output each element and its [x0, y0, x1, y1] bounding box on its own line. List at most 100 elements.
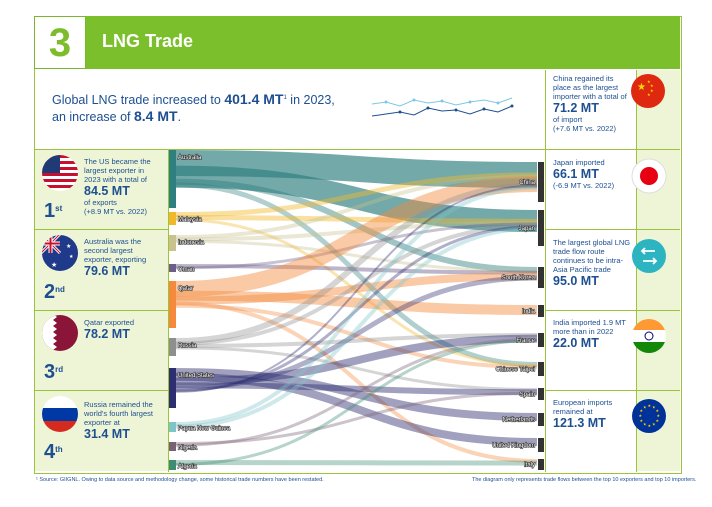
exporter-node-indonesia	[169, 235, 176, 251]
importer-node-chinese-taipei	[538, 362, 544, 376]
card-value: 66.1 MT	[553, 167, 599, 181]
importer-node-netherlands	[538, 413, 544, 426]
importer-label: Italy	[524, 463, 535, 469]
divider	[35, 390, 168, 391]
rank-4: 4th	[44, 441, 63, 464]
exporter-label: Indonesia	[178, 240, 205, 246]
importer-label: Chinese Taipei	[496, 367, 535, 373]
svg-text:★: ★	[648, 403, 652, 408]
importer-card-japan: Japan imported 66.1 MT (-6.9 MT vs. 2022…	[553, 158, 633, 190]
flow-oman-to-japan	[175, 222, 538, 270]
flow-malaysia-to-chinese-taipei	[175, 218, 538, 367]
flow-russia-to-spain	[175, 346, 538, 391]
summary-line1-pre: Global LNG trade increased to	[52, 93, 225, 108]
flow-russia-to-china	[175, 182, 538, 344]
footnote-source: ¹ Source: GIIGNL. Owing to data source a…	[36, 477, 324, 483]
divider	[168, 150, 169, 472]
flow-united-states-to-china	[175, 184, 538, 393]
svg-text:★: ★	[647, 92, 651, 97]
summary-line1-post: in 2023,	[286, 93, 335, 108]
importer-label: France	[516, 338, 535, 344]
flow-indonesia-to-china	[175, 174, 538, 239]
card-text: European imports remained at	[553, 398, 613, 416]
card-value: 78.2 MT	[84, 327, 130, 341]
footnote-diagram: The diagram only represents trade flows …	[472, 477, 697, 483]
china-flag-icon: ★ ★★ ★★	[631, 74, 665, 108]
importer-node-united-kingdom	[538, 438, 544, 452]
svg-text:★: ★	[640, 408, 644, 413]
flow-malaysia-to-china	[175, 172, 538, 217]
flow-nigeria-to-france	[175, 337, 538, 447]
svg-text:★: ★	[650, 88, 654, 93]
summary-line2-pre: an increase of	[52, 110, 134, 125]
exporter-label: Qatar	[178, 286, 193, 292]
exporter-node-united-states	[169, 368, 176, 408]
flow-australia-to-japan	[175, 165, 538, 232]
card-text: Japan imported	[553, 158, 605, 167]
card-text: India imported 1.9 MT more than in 2022	[553, 318, 626, 336]
importer-label: China	[519, 180, 535, 186]
importer-card-europe: European imports remained at 121.3 MT	[553, 398, 633, 430]
importer-label: Netherlands	[503, 418, 535, 424]
australia-flag-icon: ★ ★ ★	[42, 235, 78, 271]
russia-flag-icon	[42, 396, 78, 432]
card-value: 22.0 MT	[553, 336, 599, 350]
card-text: The largest global LNG trade flow route …	[553, 238, 631, 274]
importer-label: Spain	[520, 392, 535, 398]
flow-nigeria-to-spain	[175, 391, 538, 445]
card-value: 95.0 MT	[553, 274, 599, 288]
exporter-label: Malaysia	[178, 217, 202, 223]
card-change: (+7.6 MT vs. 2022)	[553, 124, 617, 133]
decorative-line-chart-icon	[371, 97, 514, 117]
qatar-flag-icon	[42, 315, 78, 351]
rank-suffix: th	[55, 445, 63, 454]
svg-text:★: ★	[640, 418, 644, 423]
eu-flag-icon: ★ ★★★ ★★★★ ★★★★	[632, 399, 666, 433]
svg-text:★: ★	[648, 423, 652, 428]
card-value: 31.4 MT	[84, 427, 130, 441]
flow-papua-new-guinea-to-japan	[175, 226, 538, 429]
flow-russia-to-france	[175, 333, 538, 348]
summary-footnote-mark: 1	[283, 95, 287, 101]
rank-suffix: rd	[55, 365, 64, 374]
flow-qatar-to-italy	[175, 301, 538, 463]
svg-text:★: ★	[656, 408, 660, 413]
exporter-node-qatar	[169, 281, 176, 328]
card-text: Russia remained the world's fourth large…	[84, 400, 153, 427]
exporter-node-australia	[169, 150, 176, 208]
card-text: Qatar exported	[84, 318, 135, 327]
exporter-node-papua-new-guinea	[169, 422, 176, 432]
flow-algeria-to-france	[175, 339, 538, 466]
svg-text:★: ★	[652, 422, 656, 427]
divider	[35, 310, 168, 311]
exporter-node-nigeria	[169, 442, 176, 451]
divider	[545, 70, 546, 472]
exporter-card-australia: Australia was the second largest exporte…	[84, 237, 160, 278]
divider	[546, 229, 680, 230]
importer-card-china: China regained its place as the largest …	[553, 74, 633, 133]
rank-number: 2	[44, 281, 56, 303]
exporter-label: Papua New Guinea	[178, 426, 231, 432]
exporter-label: Oman	[178, 267, 194, 273]
importer-card-india: India imported 1.9 MT more than in 2022 …	[553, 318, 633, 350]
flow-australia-to-chinese-taipei	[175, 182, 538, 367]
importer-label: South Korea	[502, 276, 536, 282]
divider	[35, 149, 680, 150]
svg-text:★: ★	[657, 413, 661, 418]
exporter-node-oman	[169, 264, 176, 272]
flow-united-states-to-south-korea	[175, 275, 538, 391]
flow-malaysia-to-japan	[175, 215, 538, 224]
flow-united-states-to-netherlands	[175, 368, 538, 421]
flow-qatar-to-india	[175, 290, 538, 315]
usa-flag-icon	[42, 155, 78, 191]
importer-node-japan	[538, 210, 544, 246]
japan-flag-icon	[631, 158, 667, 194]
svg-text:★: ★	[639, 413, 643, 418]
summary-text: Global LNG trade increased to 401.4 MT1 …	[52, 90, 372, 125]
card-text: China regained its place as the largest …	[553, 74, 627, 101]
importer-node-spain	[538, 388, 544, 400]
card-change: (-6.9 MT vs. 2022)	[553, 181, 615, 190]
importer-node-china	[538, 162, 544, 202]
card-value: 84.5 MT	[84, 184, 130, 198]
rank-2: 2nd	[44, 281, 65, 304]
